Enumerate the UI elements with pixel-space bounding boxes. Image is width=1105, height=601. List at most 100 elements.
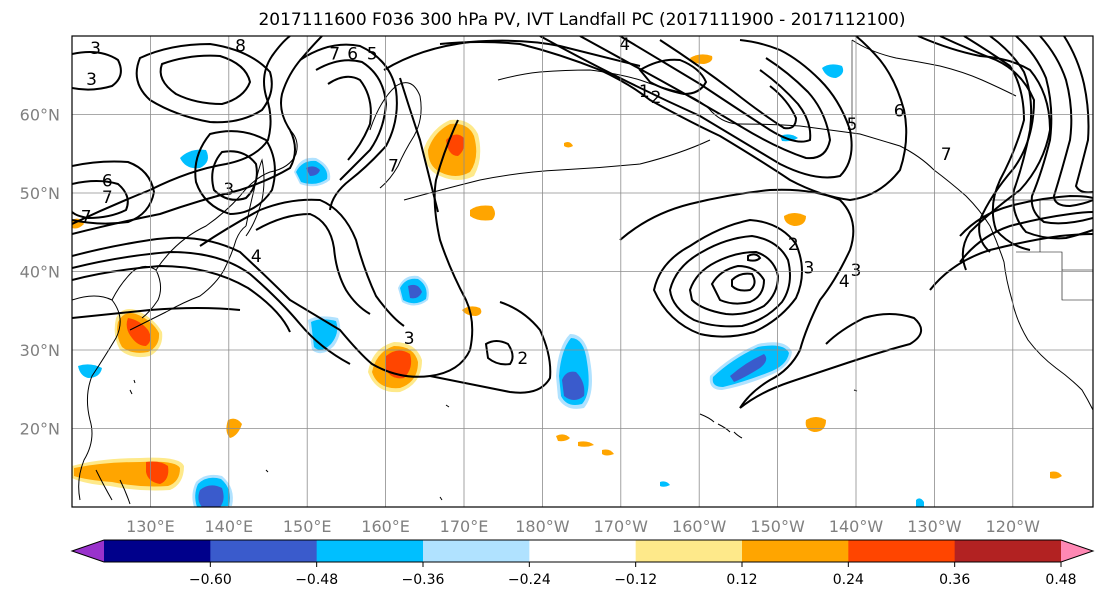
- shade-patch-small-2: [462, 306, 482, 316]
- contour-line-23: [659, 39, 798, 130]
- contour-label: 6: [102, 171, 113, 191]
- colorbar-segment: [954, 540, 1062, 562]
- longitude-tick-label: 160°W: [672, 517, 727, 536]
- longitude-tick-label: 130°W: [907, 517, 962, 536]
- coastline-north-edge: [851, 39, 1017, 97]
- contour-label: 7: [329, 44, 340, 64]
- shade-patch-small-12: [1050, 471, 1062, 479]
- map-panel: 87654657123367737432234322516768 130°E14…: [20, 35, 1094, 536]
- colorbar-extend-low: [72, 540, 104, 562]
- shade-patch-blue-5-dark: [562, 371, 585, 400]
- contour-label: 3: [86, 70, 97, 90]
- shade-patch-blue-3-dark: [408, 284, 422, 299]
- shade-patch-scs-red: [146, 461, 169, 484]
- contour-line-41: [1015, 36, 1093, 225]
- colorbar-tick-label: −0.60: [189, 572, 232, 588]
- longitude-tick-label: 170°E: [440, 517, 489, 536]
- shade-patch-blue-2: [180, 149, 208, 169]
- contour-line-46: [929, 233, 1093, 291]
- shade-patch-small-4: [784, 213, 806, 226]
- contour-line-44: [959, 194, 1093, 237]
- shade-patch-small-10: [564, 142, 573, 148]
- contour-line-19: [383, 39, 641, 71]
- contour-label: 7: [81, 208, 92, 228]
- contour-label: 4: [619, 35, 630, 55]
- contour-line-1: [72, 119, 474, 378]
- colorbar-extend-high: [1061, 540, 1093, 562]
- shade-patch-160e-red: [386, 350, 412, 379]
- shade-patch-blue-1-dark: [306, 166, 320, 176]
- contour-label: 7: [102, 188, 113, 208]
- coastline-layer: [72, 39, 1093, 505]
- pv-contour-layer: [72, 36, 1093, 409]
- longitude-tick-label: 170°W: [594, 517, 649, 536]
- contour-line-2: [72, 250, 351, 365]
- contour-line-13: [72, 160, 156, 225]
- shade-patch-blue-12: [916, 498, 924, 507]
- shade-patch-small-9: [602, 449, 614, 456]
- coastline-bc: [933, 169, 1093, 411]
- colorbar-tick-label: 0.24: [833, 572, 864, 588]
- longitude-tick-label: 130°E: [126, 517, 175, 536]
- contour-label: 5: [367, 44, 378, 64]
- contour-line-43: [1063, 36, 1093, 194]
- colorbar-segment: [210, 540, 318, 562]
- longitude-tick-label: 180°W: [515, 517, 570, 536]
- contour-line-14: [72, 180, 129, 220]
- contour-label: 5: [847, 115, 858, 135]
- latitude-tick-label: 40°N: [20, 263, 60, 282]
- contour-line-17: [211, 150, 258, 201]
- contour-line-35: [484, 340, 514, 366]
- longitude-tick-label: 160°E: [361, 517, 410, 536]
- latitude-tick-label: 60°N: [20, 106, 60, 125]
- colorbar-tick-label: 0.36: [939, 572, 970, 588]
- contour-label: 3: [90, 39, 101, 59]
- contour-label: 1: [639, 82, 650, 102]
- colorbar-segment: [423, 540, 530, 562]
- coastline-japan: [129, 225, 247, 331]
- contour-label: 6: [347, 44, 358, 64]
- contour-label: 3: [804, 259, 815, 279]
- contour-label: 2: [651, 88, 662, 108]
- figure-title: 2017111600 F036 300 hPa PV, IVT Landfall…: [258, 10, 905, 30]
- contour-line-42: [1039, 36, 1093, 208]
- contour-line-7: [255, 212, 371, 315]
- contour-label: 7: [941, 145, 952, 165]
- contour-label: 4: [251, 247, 262, 267]
- longitude-tick-label: 150°W: [750, 517, 805, 536]
- colorbar-segment: [104, 540, 211, 562]
- coastline-kamchatka: [369, 82, 422, 189]
- contour-line-3: [72, 264, 291, 333]
- shade-patch-blue-10: [780, 134, 798, 142]
- contour-label: 3: [404, 329, 415, 349]
- contour-line-30: [731, 272, 756, 292]
- shade-patch-blue-8: [822, 64, 844, 78]
- contour-line-33: [739, 313, 922, 409]
- colorbar-tick-label: −0.12: [614, 572, 657, 588]
- contour-label: 6: [894, 102, 905, 122]
- longitude-tick-label: 150°E: [283, 517, 332, 536]
- contour-label: 8: [235, 36, 246, 56]
- contour-line-45: [959, 211, 1093, 263]
- latitude-tick-label: 30°N: [20, 341, 60, 360]
- contour-line-24: [638, 58, 708, 96]
- shade-patch-blue-6-dark: [730, 354, 767, 382]
- gridline-layer: [72, 36, 1093, 507]
- colorbar-tick-label: −0.36: [402, 572, 445, 588]
- contour-line-27: [668, 234, 791, 328]
- contour-label: 4: [839, 272, 850, 292]
- contour-line-36: [399, 77, 439, 213]
- shade-patch-blue-9: [78, 364, 102, 378]
- contour-line-10: [327, 75, 372, 161]
- longitude-tick-label: 120°W: [986, 517, 1041, 536]
- contour-line-22: [619, 36, 812, 143]
- latitude-tick-labels: 60°N 50°N 40°N 30°N 20°N: [20, 106, 60, 439]
- colorbar-segment: [316, 540, 424, 562]
- coastline-philippines: [95, 469, 131, 505]
- longitude-tick-label: 140°W: [829, 517, 884, 536]
- contour-line-40: [989, 36, 1093, 240]
- contour-line-32: [619, 188, 855, 409]
- colorbar-tick-label: −0.24: [508, 572, 551, 588]
- colorbar-tick-label: −0.48: [295, 572, 338, 588]
- map-frame: [71, 35, 1094, 508]
